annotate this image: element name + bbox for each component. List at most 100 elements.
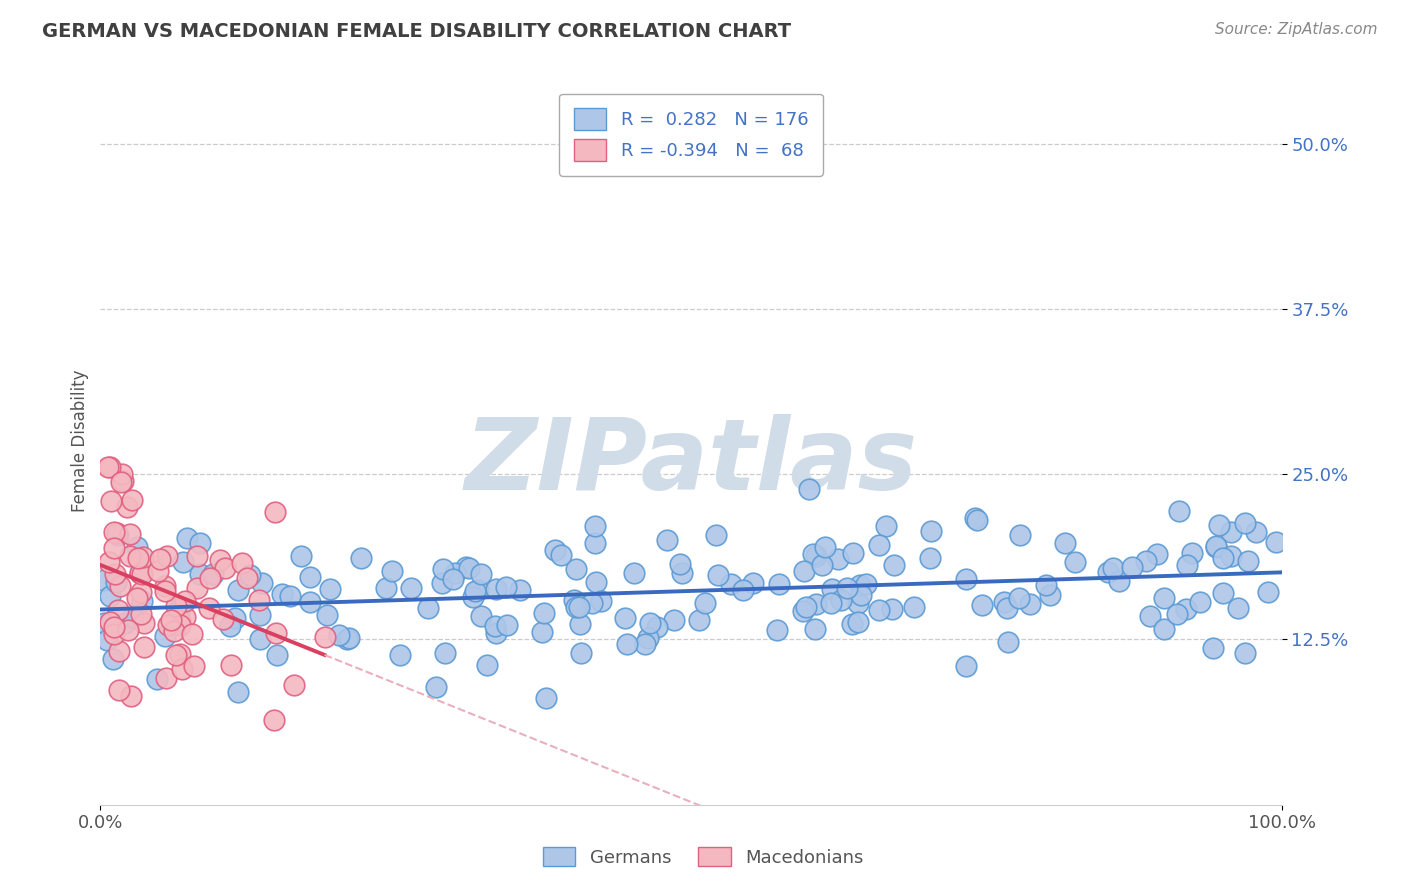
Point xyxy=(103,541,125,556)
Point xyxy=(849,578,872,592)
Point xyxy=(180,627,202,641)
Point xyxy=(169,647,191,661)
Point xyxy=(134,640,156,654)
Point xyxy=(1205,540,1227,554)
Point xyxy=(444,566,467,581)
Point xyxy=(103,524,125,539)
Point xyxy=(470,609,492,624)
Point xyxy=(955,572,977,586)
Point xyxy=(467,582,489,597)
Point xyxy=(350,550,373,565)
Point xyxy=(634,637,657,651)
Point xyxy=(1220,549,1243,564)
Point xyxy=(801,548,824,562)
Point xyxy=(868,602,890,616)
Point xyxy=(533,606,555,620)
Point xyxy=(131,594,153,608)
Point xyxy=(433,646,456,660)
Point xyxy=(765,623,787,637)
Point xyxy=(495,580,517,594)
Point xyxy=(128,566,150,580)
Point xyxy=(1226,601,1249,615)
Point xyxy=(544,542,567,557)
Point xyxy=(1211,550,1233,565)
Point xyxy=(972,599,994,613)
Point xyxy=(1167,504,1189,518)
Point xyxy=(792,604,814,618)
Point xyxy=(165,648,187,662)
Point xyxy=(105,526,128,541)
Point xyxy=(155,584,177,599)
Point xyxy=(1135,554,1157,568)
Point xyxy=(1219,524,1241,539)
Point xyxy=(121,492,143,507)
Point xyxy=(188,566,211,581)
Point xyxy=(550,549,572,563)
Point xyxy=(565,561,588,575)
Point xyxy=(849,588,872,602)
Point xyxy=(657,533,679,548)
Point xyxy=(484,619,506,633)
Point xyxy=(208,553,231,567)
Point xyxy=(120,689,142,703)
Point xyxy=(1233,646,1256,660)
Point xyxy=(731,583,754,598)
Point xyxy=(768,577,790,591)
Point xyxy=(456,560,478,574)
Point xyxy=(1053,536,1076,550)
Point xyxy=(496,617,519,632)
Point xyxy=(820,596,842,610)
Point xyxy=(583,536,606,550)
Point xyxy=(101,652,124,666)
Point xyxy=(565,599,588,614)
Point xyxy=(108,683,131,698)
Point xyxy=(1174,602,1197,616)
Point xyxy=(883,558,905,572)
Point xyxy=(183,658,205,673)
Point xyxy=(458,561,481,575)
Point xyxy=(226,583,249,598)
Point xyxy=(336,632,359,647)
Point xyxy=(160,613,183,627)
Y-axis label: Female Disability: Female Disability xyxy=(72,370,89,512)
Point xyxy=(127,551,149,566)
Point xyxy=(114,616,136,631)
Point xyxy=(148,552,170,566)
Point xyxy=(188,536,211,550)
Point xyxy=(1139,609,1161,624)
Point xyxy=(693,596,716,610)
Point xyxy=(375,581,398,595)
Point xyxy=(568,599,591,614)
Point xyxy=(811,558,834,573)
Point xyxy=(613,611,636,625)
Point xyxy=(93,615,115,630)
Point xyxy=(707,568,730,582)
Point xyxy=(111,467,134,481)
Point xyxy=(623,566,645,581)
Point xyxy=(835,581,858,595)
Point xyxy=(146,672,169,686)
Point xyxy=(903,599,925,614)
Point xyxy=(236,571,259,585)
Point xyxy=(1175,558,1198,573)
Point xyxy=(263,713,285,727)
Point xyxy=(562,593,585,607)
Point xyxy=(107,603,129,617)
Point xyxy=(671,566,693,581)
Point xyxy=(591,594,613,608)
Point xyxy=(389,648,412,662)
Point xyxy=(100,494,122,508)
Point xyxy=(441,572,464,586)
Point xyxy=(266,648,288,662)
Point xyxy=(314,630,336,644)
Point xyxy=(432,562,454,576)
Text: Source: ZipAtlas.com: Source: ZipAtlas.com xyxy=(1215,22,1378,37)
Point xyxy=(97,554,120,568)
Point xyxy=(416,601,439,615)
Point xyxy=(827,551,849,566)
Point xyxy=(107,528,129,542)
Point xyxy=(104,566,127,581)
Point xyxy=(252,576,274,591)
Point xyxy=(1257,585,1279,599)
Point xyxy=(880,602,903,616)
